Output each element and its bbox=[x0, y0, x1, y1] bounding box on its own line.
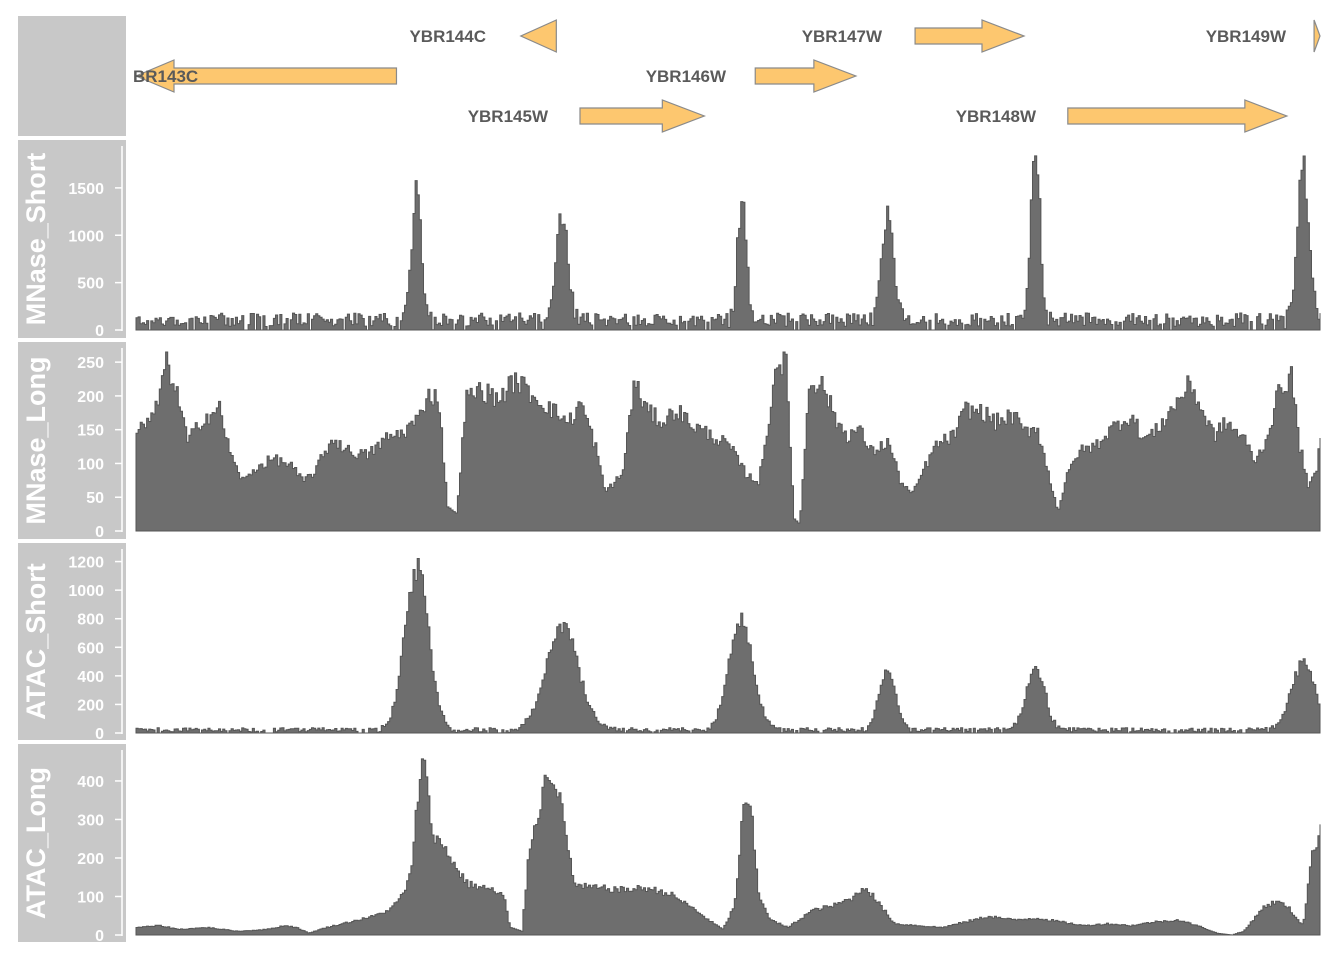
atac-long-tick-label: 200 bbox=[77, 851, 104, 868]
mnase-long-tick-label: 250 bbox=[77, 355, 104, 372]
gene-label-ybr147w: YBR147W bbox=[802, 27, 883, 46]
gene-arrow-ybr146w bbox=[754, 59, 858, 93]
gene-label-ybr145w: YBR145W bbox=[468, 107, 549, 126]
mnase-long-panel bbox=[18, 342, 126, 539]
atac-short-tick-label: 1000 bbox=[68, 583, 104, 600]
mnase-short-tick-label: 500 bbox=[77, 276, 104, 293]
mnase-long-signal-area bbox=[135, 351, 1321, 532]
atac-long-tick-label: 0 bbox=[95, 928, 104, 945]
atac-short-tick-label: 400 bbox=[77, 669, 104, 686]
atac-short-label: ATAC_Short bbox=[21, 563, 51, 720]
gene-label-ybr149w: YBR149W bbox=[1206, 27, 1287, 46]
gene-label-br143c: BR143C bbox=[133, 67, 198, 86]
atac-short-panel bbox=[18, 543, 126, 740]
gene-annotation-track: BR143C YBR144C YBR145W YBR146W YBR147W YBR148… bbox=[133, 19, 1321, 133]
track-label-panels: MNase_Short050010001500MNase_Long0501001… bbox=[18, 16, 126, 945]
mnase-short-tick-label: 0 bbox=[95, 323, 104, 340]
atac-long-panel bbox=[18, 744, 126, 942]
atac-short-tick-label: 1200 bbox=[68, 555, 104, 572]
gene-arrow-ybr144c bbox=[519, 19, 557, 53]
atac-long-signal-area bbox=[135, 758, 1321, 936]
gene-track-panel bbox=[18, 16, 126, 136]
mnase-long-tick-label: 0 bbox=[95, 524, 104, 541]
gene-arrow-ybr147w bbox=[914, 19, 1026, 53]
gene-arrow-ybr149w bbox=[1313, 19, 1321, 53]
mnase-short-tick-label: 1000 bbox=[68, 228, 104, 245]
mnase-long-tick-label: 150 bbox=[77, 423, 104, 440]
mnase-short-panel bbox=[18, 140, 126, 338]
mnase-short-label: MNase_Short bbox=[21, 153, 51, 326]
gene-arrow-br143c bbox=[134, 59, 398, 93]
atac-long-tick-label: 400 bbox=[77, 774, 104, 791]
mnase-short-signal-area bbox=[135, 155, 1321, 331]
mnase-long-tick-label: 50 bbox=[86, 490, 104, 507]
atac-short-tick-label: 0 bbox=[95, 726, 104, 743]
atac-long-tick-label: 300 bbox=[77, 812, 104, 829]
atac-long-label: ATAC_Long bbox=[21, 767, 51, 919]
gene-arrow-ybr148w bbox=[1067, 99, 1289, 133]
mnase-long-tick-label: 200 bbox=[77, 389, 104, 406]
gene-arrow-ybr145w bbox=[579, 99, 707, 133]
gene-label-ybr148w: YBR148W bbox=[956, 107, 1037, 126]
atac-short-tick-label: 200 bbox=[77, 697, 104, 714]
atac-short-signal-area bbox=[135, 558, 1321, 734]
gene-label-ybr144c: YBR144C bbox=[409, 27, 486, 46]
atac-short-tick-label: 600 bbox=[77, 640, 104, 657]
mnase-short-tick-label: 1500 bbox=[68, 181, 104, 198]
mnase-long-label: MNase_Long bbox=[21, 356, 51, 524]
gene-label-ybr146w: YBR146W bbox=[646, 67, 727, 86]
mnase-long-tick-label: 100 bbox=[77, 456, 104, 473]
atac-short-tick-label: 800 bbox=[77, 612, 104, 629]
atac-long-tick-label: 100 bbox=[77, 889, 104, 906]
signal-tracks bbox=[135, 155, 1321, 936]
